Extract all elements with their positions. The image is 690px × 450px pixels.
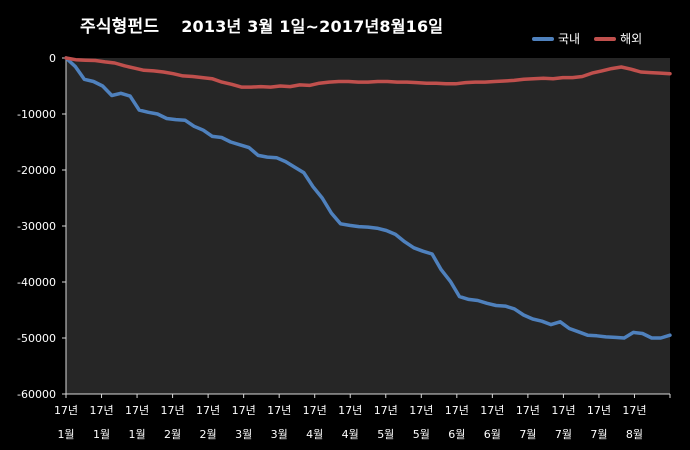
x-tick-label-month: 7월 <box>590 428 607 441</box>
y-tick-label: -40000 <box>17 276 56 289</box>
y-tick-label: -20000 <box>17 164 56 177</box>
x-tick-label-month: 1월 <box>57 428 74 441</box>
x-tick-label-month: 7월 <box>519 428 536 441</box>
x-tick-label-year: 17년 <box>232 404 256 417</box>
chart-title: 주식형펀드 2013년 3월 1일~2017년8월16일 <box>80 12 443 37</box>
legend-item-domestic: 국내 <box>532 30 580 47</box>
x-tick-label-month: 5월 <box>413 428 430 441</box>
y-tick-label: -60000 <box>17 388 56 401</box>
x-tick-label-year: 17년 <box>303 404 327 417</box>
series-line-domestic <box>64 56 672 340</box>
x-tick-label-year: 17년 <box>125 404 149 417</box>
x-tick-label-month: 4월 <box>342 428 359 441</box>
x-tick-label-month: 2월 <box>164 428 181 441</box>
x-tick-label-month: 5월 <box>377 428 394 441</box>
x-tick-label-month: 7월 <box>555 428 572 441</box>
legend-label-domestic: 국내 <box>558 32 581 46</box>
x-tick-label-month: 3월 <box>235 428 252 441</box>
x-tick-label-year: 17년 <box>622 404 646 417</box>
x-tick-label-month: 1월 <box>93 428 110 441</box>
x-tick-label-year: 17년 <box>54 404 78 417</box>
x-tick-label-month: 2월 <box>200 428 217 441</box>
x-tick-label-year: 17년 <box>409 404 433 417</box>
y-tick-label: -10000 <box>17 108 56 121</box>
legend-label-overseas: 해외 <box>620 32 643 46</box>
x-tick-label-month: 4월 <box>306 428 323 441</box>
y-tick-label: -30000 <box>17 220 56 233</box>
legend-swatch-overseas <box>594 36 617 41</box>
x-tick-label-year: 17년 <box>445 404 469 417</box>
x-tick-label-year: 17년 <box>267 404 291 417</box>
x-tick-label-month: 1월 <box>128 428 145 441</box>
chart-title-main: 주식형펀드 <box>80 17 160 37</box>
y-tick-label: -50000 <box>17 332 56 345</box>
series-line-overseas <box>64 56 672 89</box>
x-tick-label-year: 17년 <box>161 404 185 417</box>
y-tick-label: 0 <box>49 52 56 65</box>
x-tick-label-year: 17년 <box>480 404 504 417</box>
x-tick-label-year: 17년 <box>89 404 113 417</box>
legend: 국내 해외 <box>532 30 650 47</box>
chart-subtitle: 2013년 3월 1일~2017년8월16일 <box>181 17 444 36</box>
x-tick-label-month: 8월 <box>626 428 643 441</box>
x-tick-label-year: 17년 <box>338 404 362 417</box>
legend-swatch-domestic <box>532 36 554 41</box>
legend-item-overseas: 해외 <box>594 30 642 47</box>
x-tick-label-month: 3월 <box>271 428 288 441</box>
x-tick-label-month: 6월 <box>448 428 465 441</box>
x-tick-label-year: 17년 <box>516 404 540 417</box>
x-tick-label-month: 6월 <box>484 428 501 441</box>
x-tick-label-year: 17년 <box>196 404 220 417</box>
x-tick-label-year: 17년 <box>551 404 575 417</box>
x-tick-label-year: 17년 <box>374 404 398 417</box>
x-tick-label-year: 17년 <box>587 404 611 417</box>
